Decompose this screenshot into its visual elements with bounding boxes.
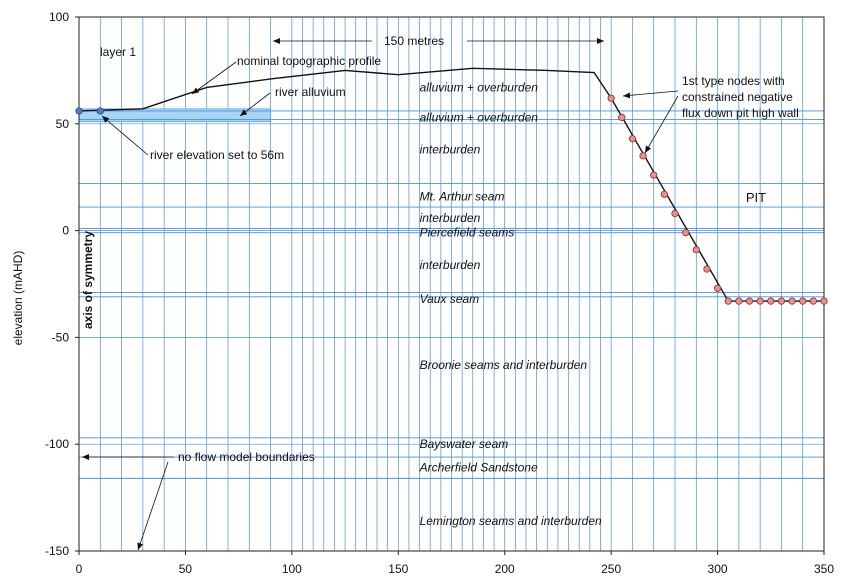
pit-label: PIT — [746, 190, 766, 205]
pit-node — [788, 297, 796, 305]
pit-node — [639, 152, 647, 160]
river-node — [75, 107, 83, 115]
x-tick-label: 150 — [388, 562, 408, 576]
x-tick-label: 200 — [495, 562, 515, 576]
pit-node — [735, 297, 743, 305]
pit-node — [724, 297, 732, 305]
y-tick-label: 0 — [62, 224, 69, 238]
unit-boundaries — [79, 110, 824, 479]
pit-node — [607, 94, 615, 102]
geologic-unit-label: Archerfield Sandstone — [419, 461, 538, 475]
x-tick-label: 0 — [76, 562, 83, 576]
plot-frame — [78, 16, 825, 552]
nodes-arrow-1 — [622, 90, 679, 99]
x-tick-label: 350 — [814, 562, 834, 576]
topographic-profile-label: nominal topographic profile — [237, 54, 381, 68]
pit-node — [809, 297, 817, 305]
river-alluvium-arrow — [239, 92, 271, 117]
nodes-arrow-2 — [644, 95, 679, 154]
y-axis-ticks: 100 50 0 -50 -100 -150 — [45, 10, 79, 558]
model-nodes — [75, 94, 828, 305]
geologic-unit-label: Mt. Arthur seam — [420, 189, 505, 203]
y-tick-label: 50 — [56, 117, 70, 131]
nodes-note-line3: flux down pit high wall — [682, 106, 799, 120]
river-elevation-label: river elevation set to 56m — [150, 148, 284, 162]
layer-1-label: layer 1 — [100, 45, 136, 59]
river-node — [96, 107, 104, 115]
geologic-unit-label: interburden — [420, 258, 481, 272]
geologic-unit-label: interburden — [420, 211, 481, 225]
y-tick-label: 100 — [49, 10, 69, 24]
geologic-unit-label: Piercefield seams — [420, 226, 515, 240]
geologic-unit-labels: alluvium + overburden alluvium + overburd… — [419, 80, 602, 528]
pit-node — [767, 297, 775, 305]
no-flow-boundaries-label: no flow model boundaries — [178, 450, 315, 464]
river-alluvium-label: river alluvium — [275, 85, 346, 99]
geologic-unit-label: interburden — [420, 142, 481, 156]
pit-node — [671, 209, 679, 218]
pit-node — [628, 135, 637, 143]
topographic-profile-arrow — [191, 61, 237, 95]
geologic-unit-label: Bayswater seam — [420, 437, 509, 451]
no-flow-arrow-down — [137, 461, 169, 551]
geologic-unit-label: Lemington seams and interburden — [420, 514, 602, 528]
geologic-unit-label: Vaux seam — [420, 292, 480, 306]
x-axis-ticks: 0 50 100 150 200 250 300 350 — [76, 551, 834, 576]
x-tick-label: 100 — [282, 562, 302, 576]
nodes-note-line1: 1st type nodes with — [682, 74, 785, 88]
y-tick-label: -50 — [52, 330, 70, 344]
pit-node — [682, 229, 690, 237]
x-tick-label: 300 — [708, 562, 728, 576]
x-tick-label: 250 — [601, 562, 621, 576]
span-150m-label: 150 metres — [384, 34, 444, 48]
geologic-unit-label: Broonie seams and interburden — [420, 358, 588, 372]
pit-node — [713, 284, 722, 292]
pit-node — [799, 297, 807, 305]
geologic-unit-label: alluvium + overburden — [420, 110, 539, 124]
axis-of-symmetry-label: axis of symmetry — [81, 231, 95, 329]
geologic-unit-label: alluvium + overburden — [420, 80, 539, 94]
pit-node — [692, 246, 700, 254]
y-tick-label: -150 — [45, 544, 69, 558]
model-grid — [78, 16, 825, 552]
y-tick-label: -100 — [45, 437, 69, 451]
pit-node — [618, 113, 626, 121]
pit-node — [703, 265, 711, 273]
pit-node — [660, 190, 668, 198]
x-tick-label: 50 — [179, 562, 193, 576]
pit-node — [650, 171, 658, 179]
nodes-note-line2: constrained negative — [682, 90, 793, 104]
river-elevation-arrow — [101, 115, 149, 156]
pit-node — [756, 297, 764, 305]
y-axis-label: elevation (mAHD) — [11, 251, 25, 346]
pit-node — [820, 297, 828, 305]
pit-node — [745, 297, 754, 305]
pit-node — [777, 297, 786, 305]
